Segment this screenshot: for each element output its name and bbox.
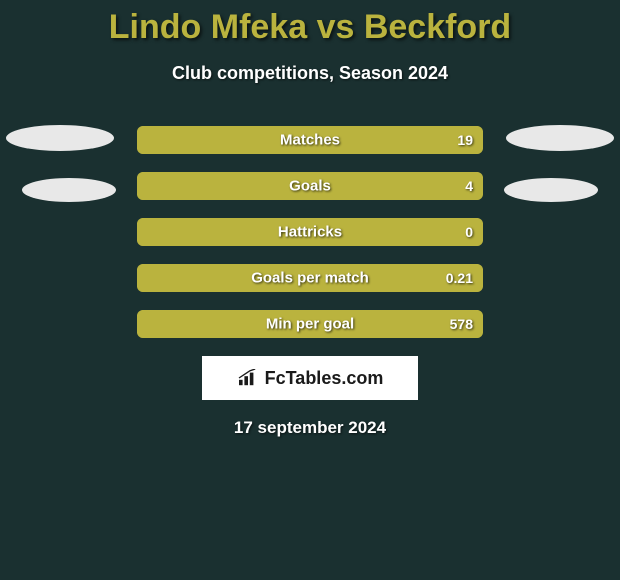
stat-value: 0 — [465, 224, 473, 240]
stat-value: 19 — [457, 132, 473, 148]
stat-row: Hattricks 0 — [137, 218, 483, 246]
stat-row: Matches 19 — [137, 126, 483, 154]
stat-value: 578 — [450, 316, 473, 332]
decorative-ellipse-left-2 — [22, 178, 116, 202]
stat-label: Matches — [280, 132, 340, 149]
stat-bars-container: Matches 19 Goals 4 Hattricks 0 Goals per… — [137, 126, 483, 338]
logo-text: FcTables.com — [265, 368, 384, 389]
bar-chart-icon — [237, 369, 259, 387]
stat-label: Goals per match — [251, 270, 369, 287]
subtitle: Club competitions, Season 2024 — [0, 63, 620, 84]
date-label: 17 september 2024 — [0, 418, 620, 438]
decorative-ellipse-right-2 — [504, 178, 598, 202]
page-title: Lindo Mfeka vs Beckford — [0, 0, 620, 47]
decorative-ellipse-left-1 — [6, 125, 114, 151]
stat-label: Goals — [289, 178, 331, 195]
stat-row: Goals 4 — [137, 172, 483, 200]
stat-row: Min per goal 578 — [137, 310, 483, 338]
decorative-ellipse-right-1 — [506, 125, 614, 151]
logo-box: FcTables.com — [202, 356, 418, 400]
stat-label: Hattricks — [278, 224, 342, 241]
stat-value: 0.21 — [446, 270, 473, 286]
stat-value: 4 — [465, 178, 473, 194]
stat-row: Goals per match 0.21 — [137, 264, 483, 292]
stat-label: Min per goal — [266, 316, 354, 333]
